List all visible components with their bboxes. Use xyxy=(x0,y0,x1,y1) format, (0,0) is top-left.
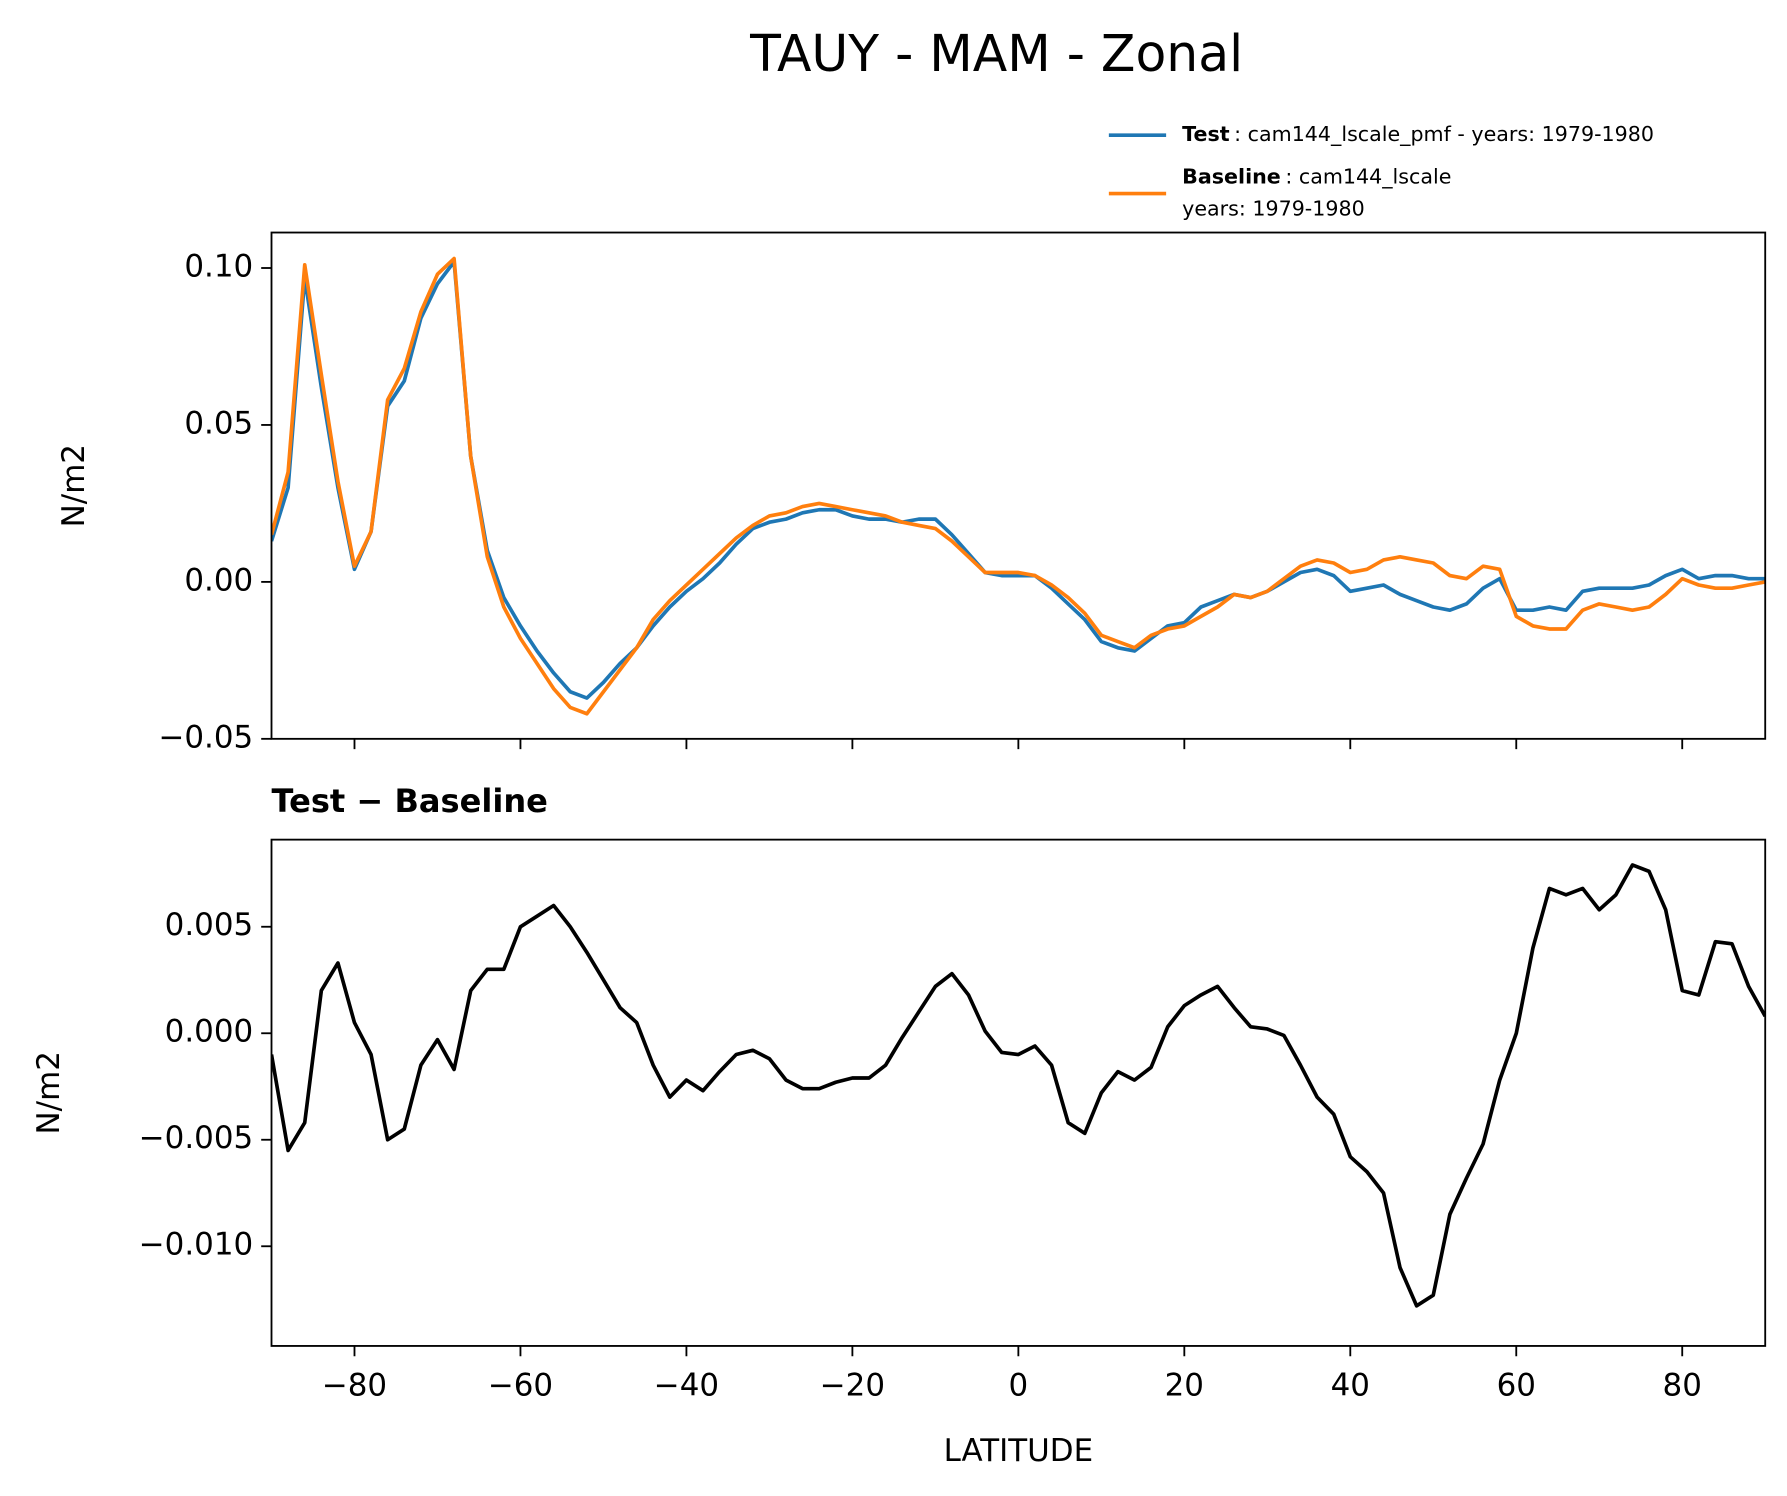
x-axis-label: LATITUDE xyxy=(944,1433,1094,1469)
x-tick-label: 20 xyxy=(1165,1368,1204,1404)
y-tick-label: 0.000 xyxy=(165,1014,253,1050)
legend-label: Baseline: cam144_lscale xyxy=(1182,165,1451,190)
x-tick-label: −60 xyxy=(488,1368,553,1404)
y-tick-label: −0.010 xyxy=(139,1227,253,1263)
y-axis-label: N/m2 xyxy=(31,1051,67,1134)
y-tick-label: 0.10 xyxy=(184,249,253,285)
x-tick-label: 0 xyxy=(1009,1368,1029,1404)
legend-name: Baseline xyxy=(1182,165,1281,189)
y-axis-label: N/m2 xyxy=(56,444,92,527)
y-tick-label: 0.05 xyxy=(184,405,253,441)
y-tick-label: 0.00 xyxy=(184,562,253,598)
series-line xyxy=(271,256,1766,716)
legend-description: : cam144_lscale xyxy=(1285,165,1451,190)
legend-description: years: 1979-1980 xyxy=(1182,197,1365,221)
y-tick-label: −0.05 xyxy=(158,719,253,755)
series-line xyxy=(271,259,1766,700)
legend-label: Test: cam144_lscale_pmf - years: 1979-19… xyxy=(1182,122,1654,147)
plot-frame xyxy=(270,231,1767,740)
legend-name: Test xyxy=(1182,122,1230,146)
x-tick-label: 60 xyxy=(1497,1368,1536,1404)
y-tick-label: 0.005 xyxy=(165,907,253,943)
plot-frame xyxy=(270,838,1767,1347)
chart-title: TAUY - MAM - Zonal xyxy=(749,24,1243,83)
x-tick-label: 40 xyxy=(1331,1368,1370,1404)
x-tick-label: −40 xyxy=(654,1368,719,1404)
x-tick-label: −20 xyxy=(820,1368,885,1404)
series-line xyxy=(271,863,1766,1308)
panel-title: Test − Baseline xyxy=(272,782,548,820)
x-tick-label: −80 xyxy=(322,1368,387,1404)
legend-description: : cam144_lscale_pmf - years: 1979-1980 xyxy=(1234,122,1654,147)
x-tick-label: 80 xyxy=(1663,1368,1702,1404)
y-tick-label: −0.005 xyxy=(139,1120,253,1156)
